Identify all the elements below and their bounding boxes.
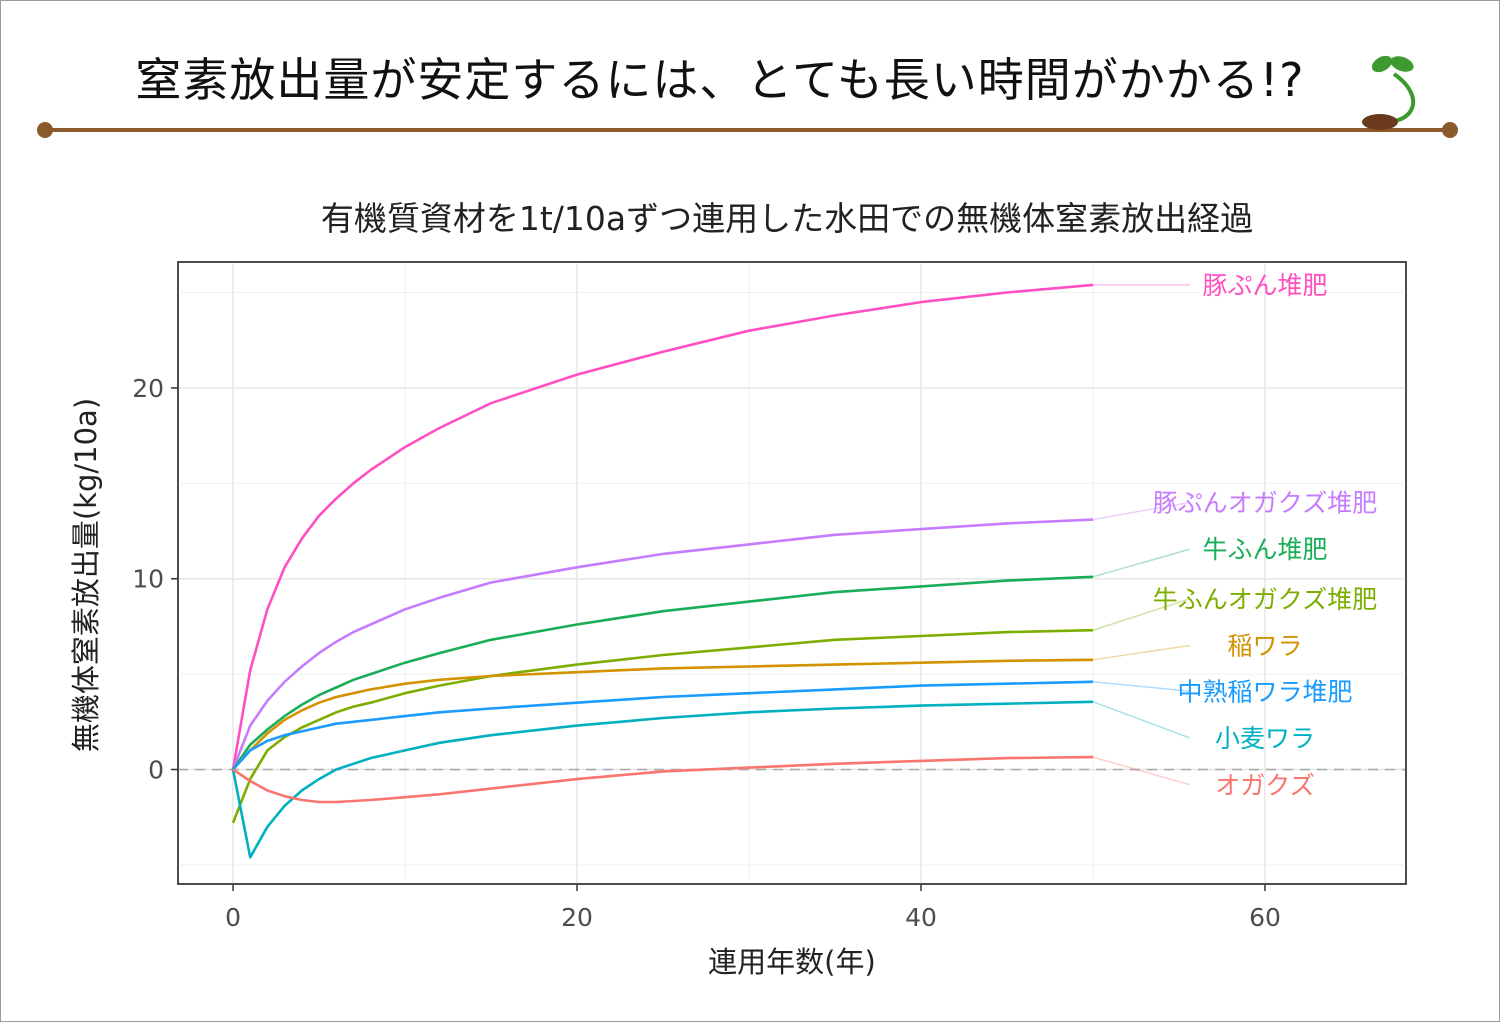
series-line bbox=[232, 658, 1094, 771]
series-label: 豚ぷん堆肥 bbox=[1202, 271, 1327, 300]
series-leader bbox=[1092, 681, 1191, 693]
x-axis-ticks: 0 20 40 60 bbox=[225, 884, 1281, 932]
series-label: 牛ふんオガクズ堆肥 bbox=[1153, 585, 1378, 614]
chart-title: 有機質資材を1t/10aずつ連用した水田での無機体窒素放出経過 bbox=[321, 199, 1253, 238]
plot-border bbox=[177, 261, 1407, 885]
slide-title: 窒素放出量が安定するには、とても長い時間がかかる!? bbox=[135, 53, 1305, 107]
series-leader bbox=[1092, 598, 1191, 631]
series-leader bbox=[1092, 701, 1191, 739]
series-line bbox=[231, 700, 1094, 859]
y-axis-label: 無機体窒素放出量(kg/10a) bbox=[69, 398, 103, 752]
series-label: 中熟稲ワラ堆肥 bbox=[1177, 677, 1352, 706]
x-tick-label: 40 bbox=[905, 903, 937, 932]
series-leader bbox=[1092, 548, 1191, 578]
plot-panel bbox=[177, 261, 1407, 885]
x-tick-label: 60 bbox=[1249, 903, 1281, 932]
series-label: 小麦ワラ bbox=[1215, 724, 1315, 753]
y-axis-ticks: 0 10 20 bbox=[132, 374, 178, 785]
series-line bbox=[232, 755, 1094, 804]
series-label: 牛ふん堆肥 bbox=[1202, 535, 1327, 564]
series-layer bbox=[231, 283, 1094, 859]
series-label: オガクズ bbox=[1215, 771, 1315, 800]
series-label: 豚ぷんオガクズ堆肥 bbox=[1153, 488, 1378, 517]
x-tick-label: 20 bbox=[561, 903, 593, 932]
y-tick-label: 0 bbox=[148, 756, 164, 785]
series-labels: 豚ぷん堆肥豚ぷんオガクズ堆肥牛ふん堆肥牛ふんオガクズ堆肥稲ワラ中熟稲ワラ堆肥小麦… bbox=[1153, 271, 1378, 800]
label-leaders bbox=[1092, 284, 1191, 786]
series-line bbox=[231, 628, 1094, 824]
series-leader bbox=[1092, 644, 1191, 661]
y-tick-label: 10 bbox=[132, 565, 164, 594]
series-label: 稲ワラ bbox=[1227, 632, 1302, 661]
series-leader bbox=[1092, 756, 1191, 786]
grid bbox=[178, 262, 1406, 884]
series-line bbox=[231, 575, 1094, 771]
series-line bbox=[232, 680, 1094, 771]
series-line bbox=[231, 518, 1094, 770]
series-line bbox=[231, 283, 1094, 770]
sprout-icon bbox=[1362, 55, 1416, 130]
series-leader bbox=[1092, 501, 1191, 521]
x-tick-label: 0 bbox=[225, 903, 241, 932]
title-underline bbox=[37, 122, 1458, 138]
x-axis-label: 連用年数(年) bbox=[708, 945, 876, 979]
y-tick-label: 20 bbox=[132, 374, 164, 403]
